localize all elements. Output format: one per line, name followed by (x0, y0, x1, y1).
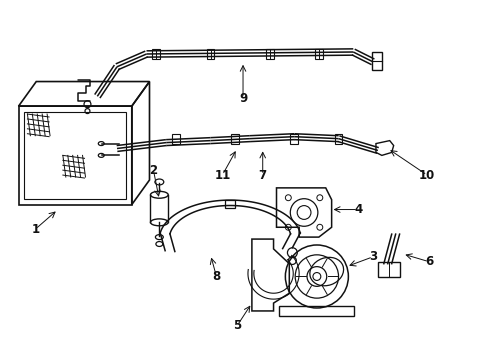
Bar (266, 49, 273, 59)
Bar (290, 134, 298, 144)
Text: 10: 10 (419, 168, 435, 181)
Text: 9: 9 (239, 92, 247, 105)
Text: 8: 8 (212, 270, 220, 283)
Bar (225, 200, 235, 208)
Bar (378, 262, 399, 278)
Bar (207, 49, 215, 59)
Bar (172, 134, 180, 144)
Text: 3: 3 (369, 250, 377, 263)
Text: 6: 6 (425, 255, 433, 268)
Text: 4: 4 (354, 203, 362, 216)
Text: 5: 5 (233, 319, 241, 332)
Text: 2: 2 (149, 164, 157, 177)
Bar (231, 134, 239, 144)
Bar (279, 306, 354, 316)
Bar (315, 49, 323, 59)
Bar (152, 49, 160, 59)
Bar (372, 52, 382, 70)
Text: 1: 1 (31, 223, 39, 236)
Text: 11: 11 (214, 168, 230, 181)
Text: 7: 7 (259, 168, 267, 181)
Bar (335, 134, 343, 144)
